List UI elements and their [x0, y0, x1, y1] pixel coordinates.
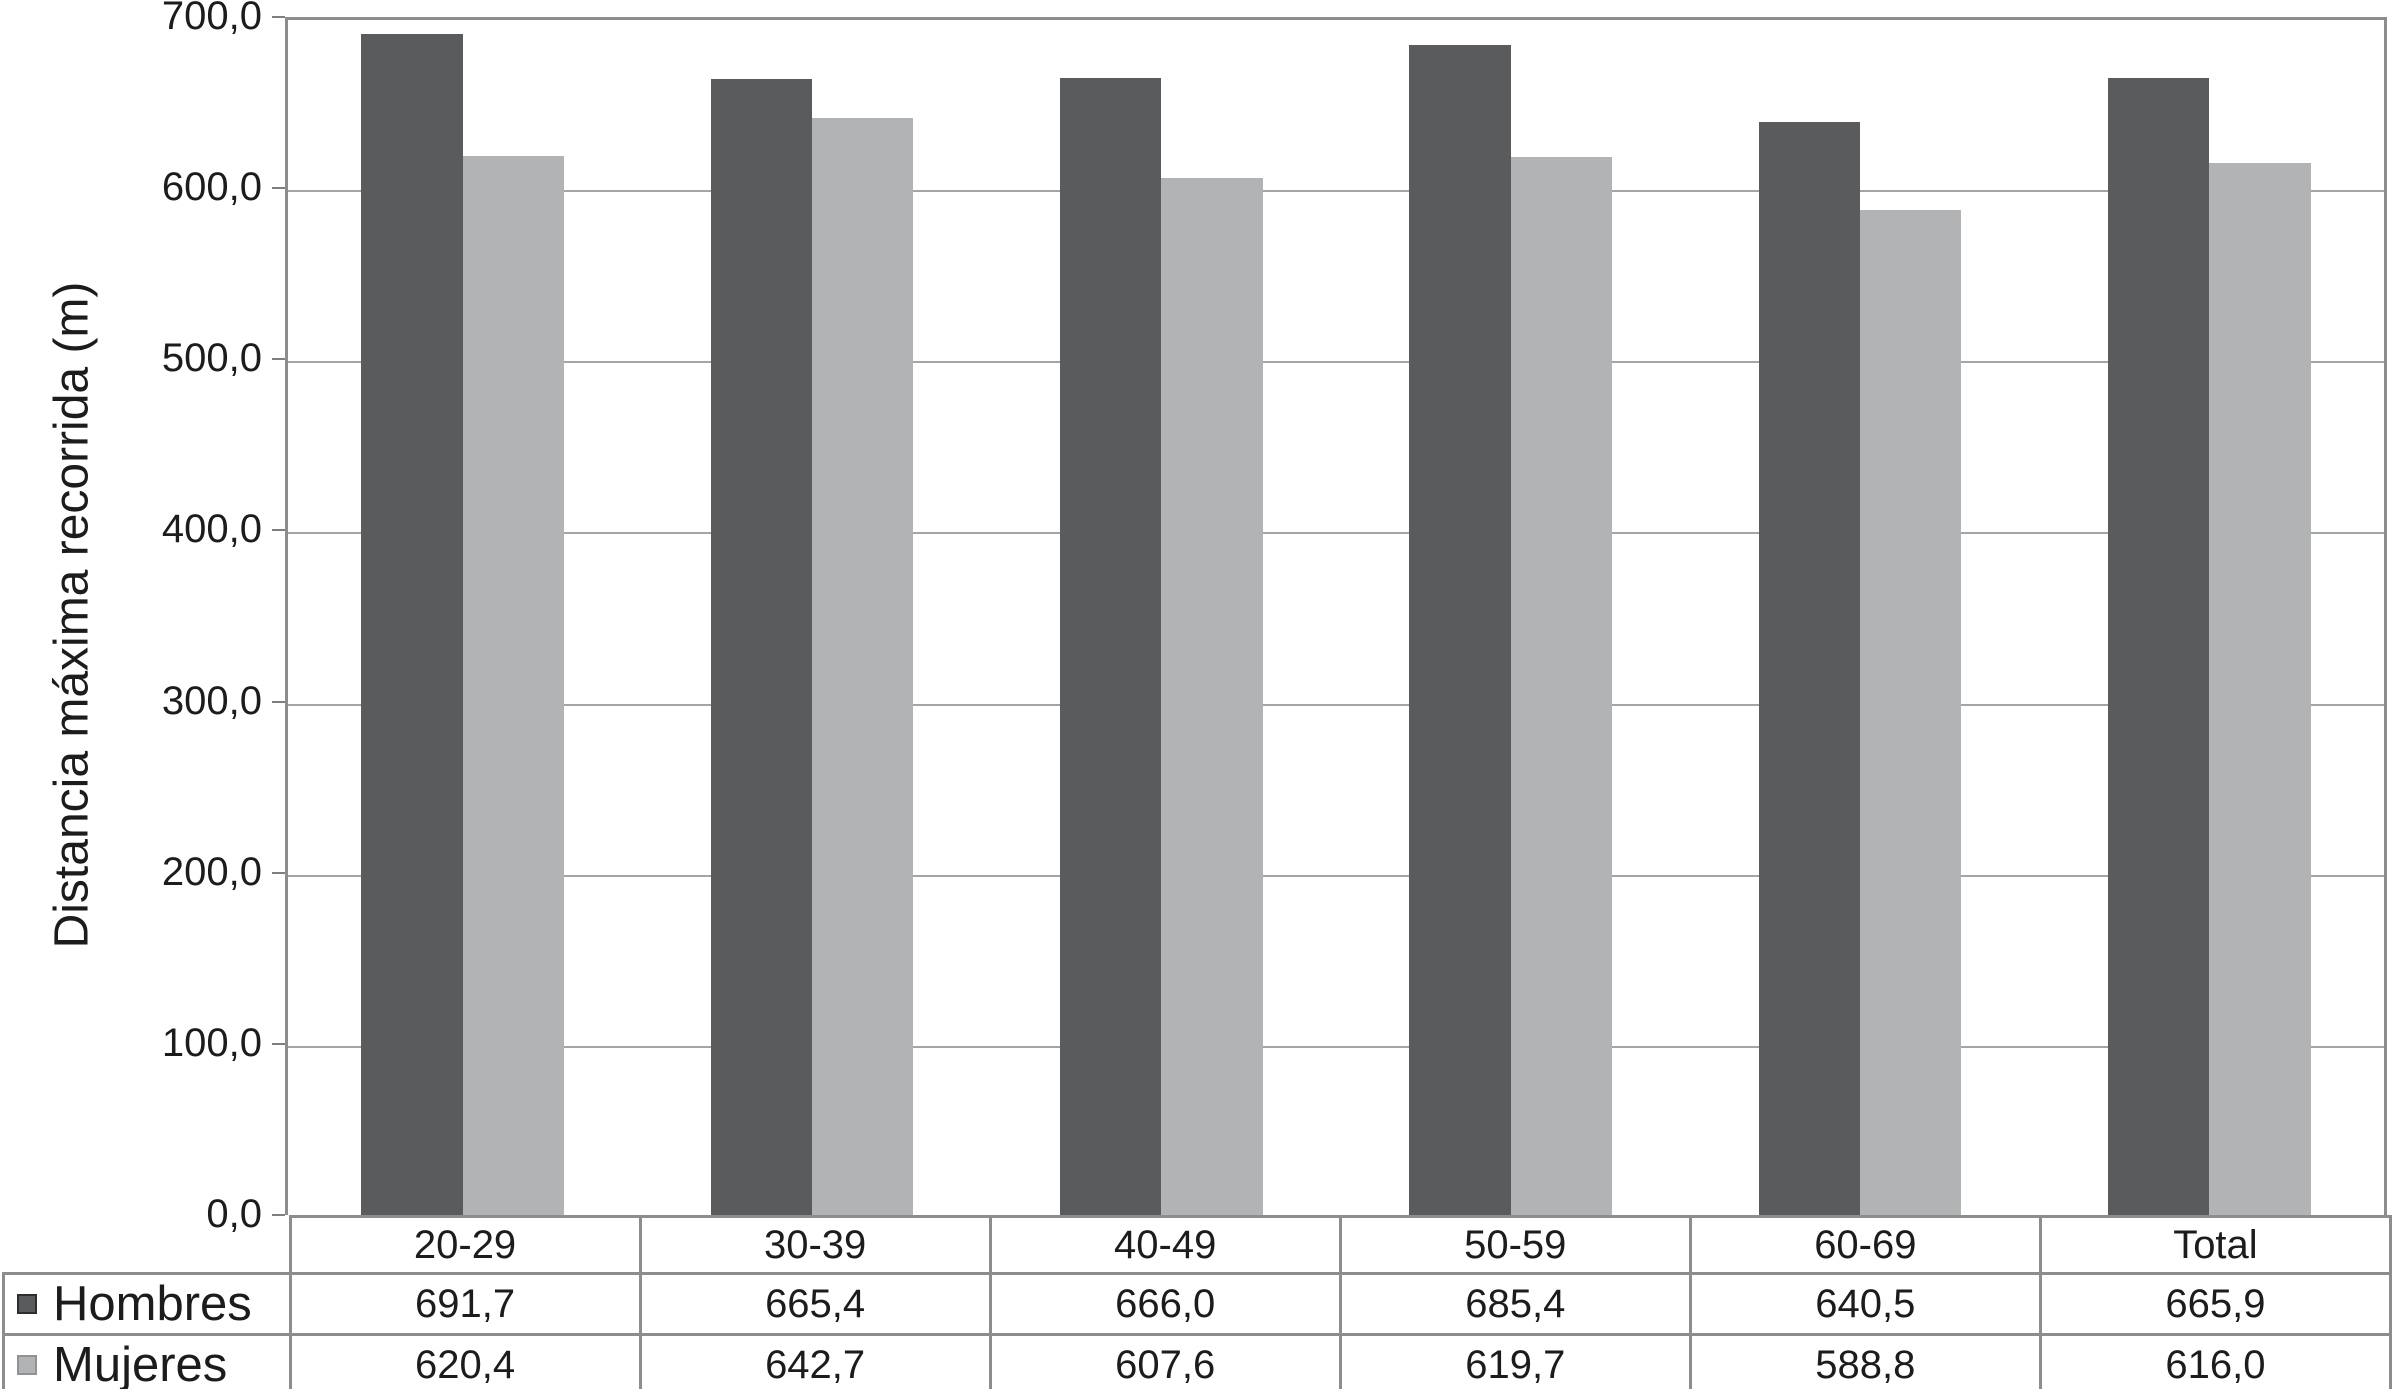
series-name: Hombres	[53, 1277, 252, 1331]
table-corner-cell	[3, 1216, 292, 1275]
bars-layer	[288, 20, 2384, 1215]
bar-mujeres-20-29	[462, 155, 564, 1215]
legend-mujeres: Mujeres	[2, 1333, 292, 1389]
value-cell-mujeres: 588,8	[1688, 1333, 2042, 1389]
y-tick-mark	[272, 1214, 285, 1216]
series-name: Mujeres	[53, 1338, 228, 1389]
value-cell-mujeres: 642,7	[638, 1333, 992, 1389]
bar-group-total	[2035, 20, 2384, 1215]
bar-hombres-60-69	[1758, 121, 1860, 1215]
legend-swatch-icon-mujeres	[17, 1355, 37, 1376]
bar-group-60-69	[1685, 20, 2034, 1215]
y-tick-mark	[272, 16, 285, 18]
bar-hombres-total	[2108, 78, 2210, 1215]
value-cell-mujeres: 620,4	[288, 1333, 642, 1389]
category-header: 30-39	[638, 1215, 992, 1275]
y-tick-label: 600,0	[161, 165, 262, 210]
series-row-hombres: Hombres 691,7 665,4 666,0 685,4 640,5 665,9	[2, 1272, 2393, 1336]
legend-swatch-icon-hombres	[17, 1294, 37, 1315]
gridline	[288, 874, 2384, 877]
bar-mujeres-50-59	[1510, 157, 1612, 1215]
value-cell-mujeres: 619,7	[1338, 1333, 1692, 1389]
bar-mujeres-60-69	[1859, 209, 1962, 1215]
y-axis-tick-labels: 700,0 600,0 500,0 400,0 300,0 200,0 100,0 0,0	[0, 0, 268, 1389]
value-cell-hombres: 640,5	[1688, 1272, 2042, 1336]
bar-hombres-30-39	[710, 79, 812, 1215]
series-row-mujeres: Mujeres 620,4 642,7 607,6 619,7 588,8 616,0	[2, 1333, 2393, 1389]
legend-hombres: Hombres	[2, 1272, 292, 1336]
value-cell-hombres: 665,9	[2038, 1272, 2393, 1336]
value-cell-hombres: 665,4	[638, 1272, 992, 1336]
bar-mujeres-40-49	[1161, 177, 1263, 1215]
y-tick-mark	[272, 529, 285, 532]
y-tick-label: 300,0	[161, 678, 262, 723]
value-cell-mujeres: 607,6	[988, 1333, 1342, 1389]
category-header: 20-29	[288, 1215, 642, 1275]
bar-group-20-29	[288, 20, 637, 1215]
gridline	[288, 190, 2384, 193]
gridline	[288, 703, 2384, 706]
category-header: 60-69	[1688, 1215, 2042, 1275]
data-table-body: 20-29 30-39 40-49 50-59 60-69 Total Hombres 691…	[2, 1215, 2393, 1389]
category-header-row: 20-29 30-39 40-49 50-59 60-69 Total	[3, 1215, 2393, 1275]
category-header: Total	[2038, 1215, 2393, 1275]
y-tick-label: 700,0	[161, 0, 262, 39]
bar-group-40-49	[987, 20, 1336, 1215]
category-header: 50-59	[1338, 1215, 1692, 1275]
bar-mujeres-30-39	[811, 117, 914, 1215]
y-tick-mark	[272, 871, 285, 874]
y-tick-label: 400,0	[161, 507, 262, 552]
category-header: 40-49	[988, 1215, 1342, 1275]
plot-area	[285, 17, 2387, 1215]
y-tick-mark	[272, 358, 285, 361]
y-tick-label: 100,0	[161, 1021, 262, 1066]
y-tick-label: 500,0	[161, 336, 262, 381]
y-tick-mark	[272, 1042, 285, 1045]
data-table: 20-29 30-39 40-49 50-59 60-69 Total Hombres 691…	[2, 1215, 2393, 1389]
gridline	[288, 361, 2384, 364]
bar-mujeres-total	[2209, 163, 2311, 1215]
value-cell-hombres: 691,7	[288, 1272, 642, 1336]
value-cell-hombres: 666,0	[988, 1272, 1342, 1336]
gridline	[288, 1045, 2384, 1048]
gridline	[288, 532, 2384, 535]
bar-group-30-39	[637, 20, 986, 1215]
value-cell-mujeres: 616,0	[2038, 1333, 2393, 1389]
y-tick-mark	[272, 187, 285, 190]
bar-group-50-59	[1336, 20, 1685, 1215]
y-tick-mark	[272, 700, 285, 703]
bar-hombres-20-29	[361, 34, 463, 1215]
bar-hombres-50-59	[1409, 44, 1511, 1215]
value-cell-hombres: 685,4	[1338, 1272, 1692, 1336]
bar-hombres-40-49	[1060, 78, 1162, 1215]
y-tick-label: 200,0	[161, 849, 262, 894]
